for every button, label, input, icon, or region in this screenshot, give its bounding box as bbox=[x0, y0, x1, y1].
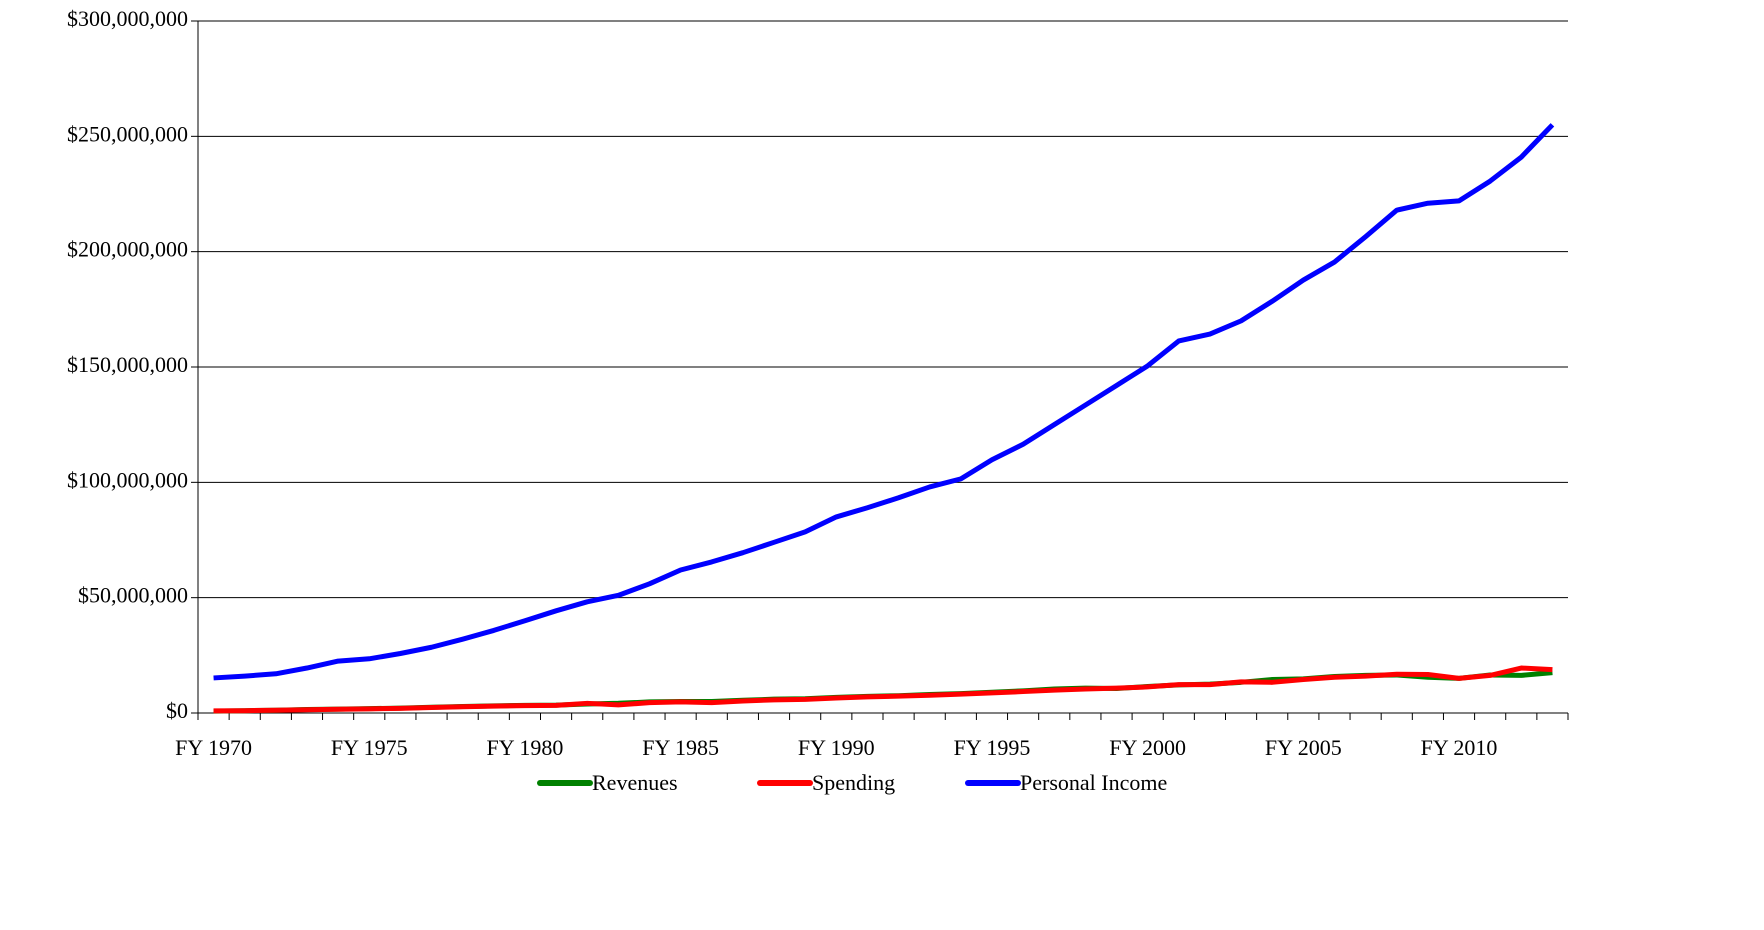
y-tick-label: $50,000,000 bbox=[78, 583, 188, 608]
x-tick-label: FY 2005 bbox=[1265, 735, 1342, 760]
y-tick-label: $250,000,000 bbox=[67, 121, 188, 146]
y-tick-label: $200,000,000 bbox=[67, 237, 188, 262]
y-tick-label: $300,000,000 bbox=[67, 6, 188, 31]
y-tick-label: $0 bbox=[166, 698, 188, 723]
x-tick-label: FY 1970 bbox=[175, 735, 252, 760]
x-tick-label: FY 1995 bbox=[954, 735, 1031, 760]
y-tick-label: $100,000,000 bbox=[67, 467, 188, 492]
x-tick-label: FY 1990 bbox=[798, 735, 875, 760]
x-tick-label: FY 1985 bbox=[642, 735, 719, 760]
legend-label: Spending bbox=[812, 770, 895, 795]
legend-label: Personal Income bbox=[1020, 770, 1167, 795]
legend-label: Revenues bbox=[592, 770, 678, 795]
x-tick-label: FY 1975 bbox=[331, 735, 408, 760]
y-tick-label: $150,000,000 bbox=[67, 352, 188, 377]
x-tick-label: FY 2000 bbox=[1109, 735, 1186, 760]
series-line bbox=[213, 665, 1553, 714]
series-line bbox=[213, 123, 1555, 681]
x-tick-label: FY 2010 bbox=[1421, 735, 1498, 760]
x-tick-label: FY 1980 bbox=[487, 735, 564, 760]
